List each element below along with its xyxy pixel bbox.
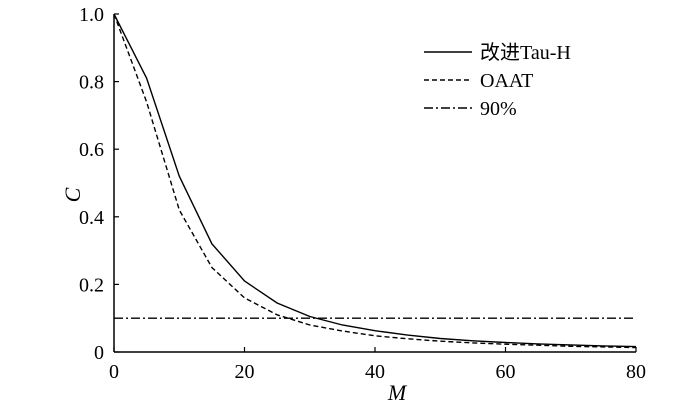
legend-label-1: OAAT [480, 70, 533, 92]
axes: 0 0.2 0.4 0.6 0.8 1.0 0 20 40 60 80 M C [60, 4, 646, 405]
series-line-1 [113, 13, 637, 349]
legend-label-2: 90% [480, 98, 517, 120]
x-tick-label: 60 [496, 361, 516, 383]
y-axis-title: C [60, 187, 85, 202]
y-tick-label: 0.8 [79, 72, 104, 94]
x-tick-label: 80 [626, 361, 646, 383]
x-axis-title: M [387, 380, 408, 405]
y-tick-label: 1.0 [79, 4, 104, 26]
series-group [113, 13, 637, 349]
x-tick-label: 0 [109, 361, 119, 383]
legend-label-0: 改进Tau-H [480, 41, 571, 64]
series-line-0 [113, 13, 637, 348]
legend: 改进Tau-H OAAT 90% [424, 41, 571, 120]
y-tick-label: 0.6 [79, 139, 104, 161]
y-tick-label: 0.4 [79, 207, 104, 229]
x-tick-label: 40 [365, 361, 385, 383]
x-tick-label: 20 [235, 361, 255, 383]
y-tick-label: 0.2 [79, 274, 104, 296]
y-tick-label: 0 [94, 342, 104, 364]
